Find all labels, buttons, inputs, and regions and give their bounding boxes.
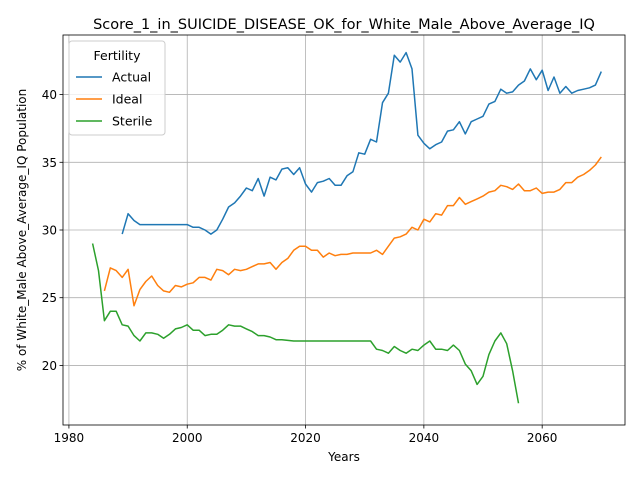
x-tick-label: 2000 [172,431,203,445]
series-line-actual [121,51,602,235]
series-line-sterile [91,243,520,404]
y-tick-label: 25 [42,291,57,305]
y-tick-label: 40 [42,88,57,102]
legend-title: Fertility [94,48,142,63]
legend-label-ideal: Ideal [112,92,142,107]
x-tick-label: 1980 [54,431,85,445]
series-line-ideal [103,156,602,307]
x-axis-label: Years [327,450,360,464]
legend-box [68,40,166,136]
y-axis: 20 25 30 35 40 [42,88,63,373]
y-tick-label: 20 [42,359,57,373]
y-tick-label: 35 [42,156,57,170]
x-tick-label: 2020 [290,431,321,445]
legend: Fertility Actual Ideal Sterile [68,40,166,136]
grid [63,35,625,425]
series-layer [91,51,602,404]
legend-label-sterile: Sterile [112,114,153,129]
x-tick-label: 2040 [409,431,440,445]
x-axis: 1980 2000 2020 2040 2060 [54,425,558,445]
chart-title: Score_1_in_SUICIDE_DISEASE_OK_for_White_… [93,17,595,33]
y-axis-label: % of White_Male Above_Average_IQ Populat… [15,89,29,372]
legend-label-actual: Actual [112,70,151,85]
y-tick-label: 30 [42,224,57,238]
x-tick-label: 2060 [527,431,558,445]
